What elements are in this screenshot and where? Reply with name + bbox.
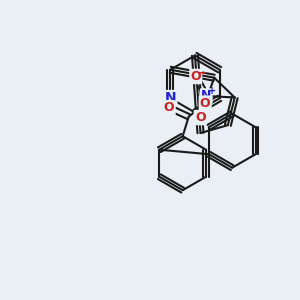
Text: O: O [164, 101, 175, 114]
Text: −: − [197, 67, 208, 80]
Text: +: + [208, 85, 216, 96]
Text: O: O [190, 70, 201, 83]
Text: O: O [195, 111, 206, 124]
Text: N: N [201, 89, 211, 103]
Text: O: O [200, 97, 211, 110]
Text: N: N [164, 91, 176, 105]
